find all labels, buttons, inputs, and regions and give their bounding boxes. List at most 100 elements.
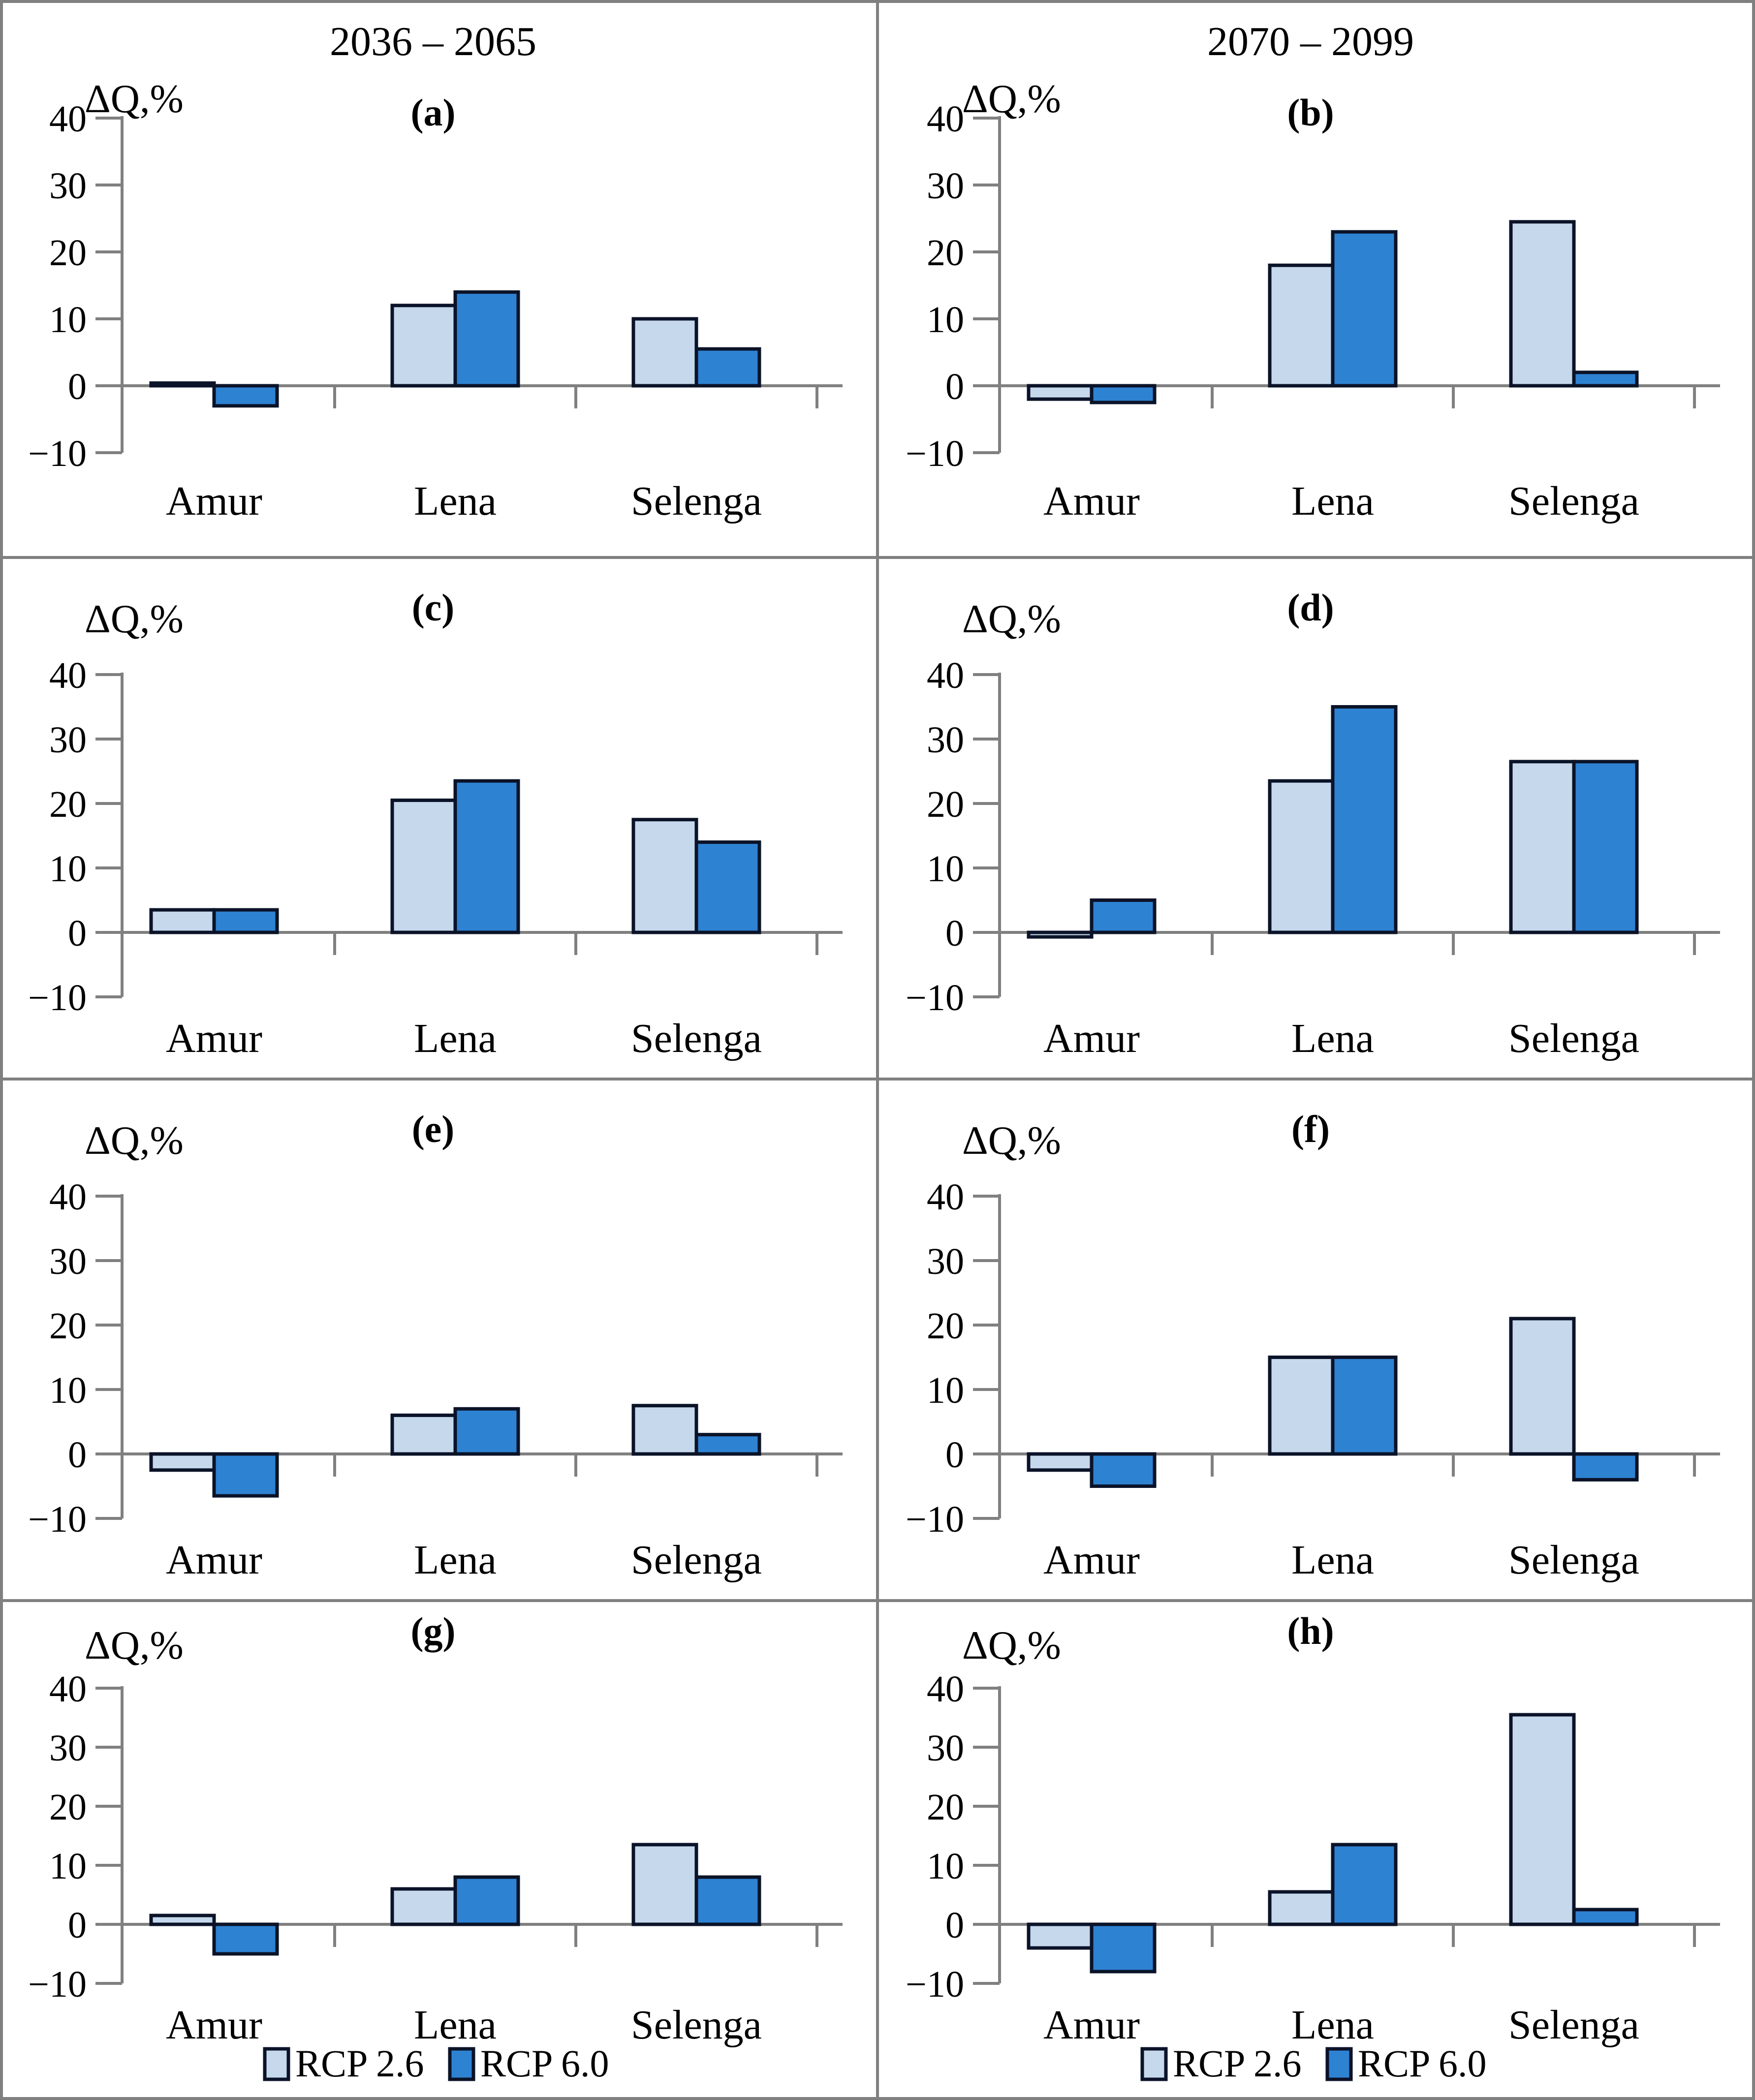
chart-(g): ΔQ,% (g) 40 30 20 10 0 −10 Amur Lena Selenga RCP 2.… (28, 1609, 843, 2085)
bar-selenga-rcp60 (694, 1875, 761, 1926)
legend-swatch-rcp26 (263, 2047, 290, 2081)
y-tick-label: 10 (927, 1846, 964, 1887)
y-tick-label: 30 (49, 1241, 87, 1282)
y-axis-label: ΔQ,% (85, 1118, 184, 1163)
panel-letter: (h) (1287, 1609, 1334, 1652)
bar-lena-rcp60 (453, 290, 520, 388)
column-title: 2036 – 2065 (330, 19, 536, 64)
bar-selenga-rcp26 (631, 1404, 698, 1456)
chart-(f): ΔQ,% (f) 40 30 20 10 0 −10 Amur Lena Selenga (906, 1108, 1720, 1583)
chart-(h): ΔQ,% (h) 40 30 20 10 0 −10 Amur Lena Selenga RCP 2.… (906, 1609, 1720, 2085)
y-tick-label: −10 (28, 1499, 87, 1540)
y-tick-label: 20 (49, 232, 87, 274)
bar-selenga-rcp60 (1572, 1452, 1639, 1482)
panel-letter: (c) (412, 586, 455, 629)
y-tick-label: 0 (68, 913, 87, 954)
y-tick-label: 40 (49, 655, 87, 696)
category-label-amur: Amur (166, 1016, 262, 1061)
y-tick-label: 30 (49, 719, 87, 761)
y-tick-label: 30 (927, 1728, 964, 1769)
panel-g: ΔQ,% (g) 40 30 20 10 0 −10 Amur Lena Selenga RCP 2.… (0, 1601, 878, 2100)
bar-amur-rcp26 (149, 1452, 216, 1472)
category-label-selenga: Selenga (631, 478, 762, 524)
legend-swatch-rcp60 (448, 2047, 475, 2081)
y-tick-label: −10 (906, 433, 964, 474)
category-label-selenga: Selenga (631, 2002, 762, 2048)
bar-amur-rcp60 (1090, 384, 1157, 404)
bar-amur-rcp60 (212, 908, 279, 934)
bar-lena-rcp60 (1331, 705, 1398, 934)
y-axis-label: ΔQ,% (85, 76, 184, 121)
category-label-amur: Amur (1043, 478, 1140, 524)
category-label-selenga: Selenga (631, 1537, 762, 1583)
y-tick-label: 40 (927, 1176, 964, 1218)
panel-letter: (g) (411, 1609, 456, 1652)
y-tick-label: 30 (49, 165, 87, 207)
y-tick-label: 0 (945, 366, 964, 407)
bar-lena-rcp26 (390, 304, 457, 388)
bar-selenga-rcp26 (1509, 220, 1576, 388)
category-label-selenga: Selenga (1508, 478, 1639, 524)
y-tick-label: −10 (28, 977, 87, 1019)
bar-selenga-rcp26 (1509, 1317, 1576, 1456)
bar-amur-rcp26 (149, 908, 216, 934)
bar-selenga-rcp26 (631, 317, 698, 388)
y-axis-label: ΔQ,% (962, 1118, 1061, 1163)
y-tick-label: 40 (49, 98, 87, 140)
bar-selenga-rcp26 (631, 818, 698, 934)
bar-amur-rcp60 (212, 1452, 279, 1498)
y-tick-label: 40 (927, 98, 964, 140)
y-tick-label: 20 (927, 1787, 964, 1828)
panel-letter: (a) (411, 91, 456, 134)
panel-letter: (b) (1287, 91, 1334, 134)
bar-lena-rcp60 (1331, 1843, 1398, 1926)
y-axis-label: ΔQ,% (962, 1623, 1061, 1668)
y-axis-label: ΔQ,% (85, 596, 184, 641)
category-label-amur: Amur (166, 2002, 262, 2048)
chart-(d): ΔQ,% (d) 40 30 20 10 0 −10 Amur Lena Selenga (906, 586, 1720, 1061)
bar-amur-rcp26 (1027, 1922, 1094, 1950)
bar-selenga-rcp60 (694, 347, 761, 388)
category-label-selenga: Selenga (1508, 1016, 1639, 1061)
bar-lena-rcp60 (453, 1407, 520, 1456)
category-label-lena: Lena (414, 2002, 497, 2048)
chart-(c): ΔQ,% (c) 40 30 20 10 0 −10 Amur Lena Selenga (28, 586, 843, 1061)
bar-amur-rcp26 (1027, 384, 1094, 401)
bar-amur-rcp60 (212, 384, 279, 408)
bar-amur-rcp26 (1027, 1452, 1094, 1472)
y-tick-label: −10 (906, 1964, 964, 2005)
category-label-lena: Lena (1291, 1537, 1374, 1583)
panel-h: ΔQ,% (h) 40 30 20 10 0 −10 Amur Lena Selenga RCP 2.… (878, 1601, 1755, 2100)
bar-lena-rcp26 (1268, 1356, 1335, 1456)
category-label-lena: Lena (414, 478, 497, 524)
category-label-selenga: Selenga (1508, 1537, 1639, 1583)
bar-lena-rcp26 (390, 1413, 457, 1456)
bar-amur-rcp26 (149, 381, 216, 388)
panel-letter: (f) (1291, 1108, 1330, 1150)
y-tick-label: 20 (927, 784, 964, 825)
y-tick-label: 0 (68, 366, 87, 407)
bar-lena-rcp60 (453, 1875, 520, 1926)
bar-amur-rcp60 (212, 1922, 279, 1956)
y-tick-label: 40 (49, 1176, 87, 1218)
y-tick-label: 10 (49, 1846, 87, 1887)
bar-amur-rcp26 (1027, 930, 1094, 939)
category-label-lena: Lena (414, 1016, 497, 1061)
legend-swatch-rcp60 (1325, 2047, 1353, 2081)
legend-label-rcp60: RCP 6.0 (480, 2042, 609, 2085)
y-tick-label: 10 (49, 299, 87, 340)
y-tick-label: 30 (927, 719, 964, 761)
legend-label-rcp60: RCP 6.0 (1358, 2042, 1487, 2085)
y-tick-label: 0 (945, 1434, 964, 1476)
y-tick-label: 10 (49, 1370, 87, 1411)
category-label-amur: Amur (166, 478, 262, 524)
category-label-amur: Amur (1043, 1016, 1140, 1061)
y-tick-label: −10 (906, 1499, 964, 1540)
y-tick-label: 10 (927, 299, 964, 340)
bar-selenga-rcp26 (631, 1843, 698, 1926)
bar-lena-rcp26 (1268, 263, 1335, 388)
column-title: 2070 – 2099 (1207, 19, 1414, 64)
y-tick-label: 40 (927, 1668, 964, 1710)
panel-d: ΔQ,% (d) 40 30 20 10 0 −10 Amur Lena Selenga (878, 557, 1755, 1079)
bar-amur-rcp60 (1090, 898, 1157, 934)
